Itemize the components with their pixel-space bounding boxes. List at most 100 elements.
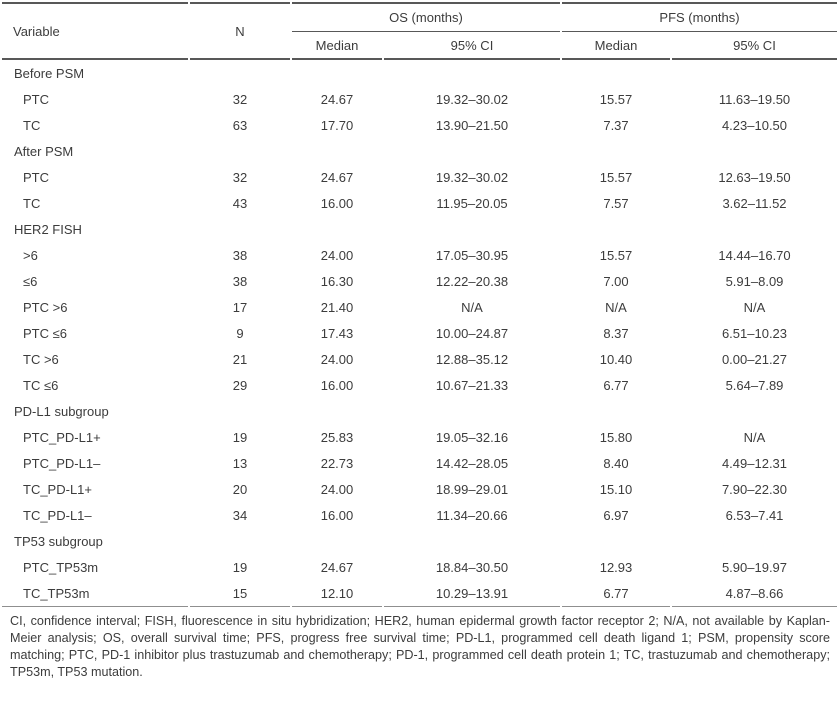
os-median-cell: 24.67	[320, 559, 354, 575]
column-header-os-ci: 95% CI	[384, 32, 560, 60]
variable-cell: PTC_PD-L1+	[23, 429, 101, 445]
pfs-ci-cell: 6.51–10.23	[721, 325, 788, 341]
variable-cell: PTC_TP53m	[23, 559, 99, 575]
column-header-n: N	[190, 2, 290, 60]
pfs-ci-cell: 6.53–7.41	[725, 507, 784, 523]
os-ci-cell: 10.00–24.87	[435, 325, 509, 341]
n-cell: 34	[232, 507, 248, 523]
variable-cell: PTC	[23, 91, 49, 107]
n-cell: 43	[232, 195, 248, 211]
os-median-cell: 24.00	[320, 247, 354, 263]
variable-cell: TC_PD-L1+	[23, 481, 92, 497]
pfs-median-cell: 15.57	[599, 169, 633, 185]
table-row: TC ≤6 29 16.00 10.67–21.33 6.77 5.64–7.89	[2, 372, 837, 398]
os-median-cell: 16.00	[320, 507, 354, 523]
section-label: After PSM	[14, 143, 74, 159]
table-body: Before PSM PTC 32 24.67 19.32–30.02 15.57 11.6…	[2, 60, 837, 607]
section-row: TP53 subgroup	[2, 528, 837, 554]
pfs-ci-cell: N/A	[743, 429, 766, 445]
os-median-cell: 16.30	[320, 273, 354, 289]
n-cell: 17	[232, 299, 248, 315]
variable-cell: TC >6	[23, 351, 59, 367]
n-cell: 20	[232, 481, 248, 497]
n-cell: 19	[232, 429, 248, 445]
n-cell: 21	[232, 351, 248, 367]
variable-cell: TC ≤6	[23, 377, 59, 393]
pfs-median-cell: N/A	[605, 299, 627, 315]
os-median-cell: 17.43	[320, 325, 354, 341]
n-cell: 38	[232, 247, 248, 263]
table-row: PTC_PD-L1+ 19 25.83 19.05–32.16 15.80 N/A	[2, 424, 837, 450]
section-row: Before PSM	[2, 60, 837, 86]
footnote: CI, confidence interval; FISH, fluoresce…	[10, 614, 830, 679]
os-ci-cell: 19.05–32.16	[435, 429, 509, 445]
table-row: >6 38 24.00 17.05–30.95 15.57 14.44–16.70	[2, 242, 837, 268]
pfs-median-cell: 10.40	[599, 351, 633, 367]
os-ci-cell: 11.34–20.66	[436, 507, 508, 523]
os-median-cell: 17.70	[320, 117, 354, 133]
variable-cell: PTC >6	[23, 299, 68, 315]
section-row: After PSM	[2, 138, 837, 164]
variable-cell: TC	[23, 195, 41, 211]
os-median-cell: 21.40	[320, 299, 354, 315]
variable-cell: TC_TP53m	[2, 580, 188, 607]
os-ci-cell: 18.84–30.50	[435, 559, 509, 575]
pfs-median-cell: 15.80	[599, 429, 633, 445]
section-row: HER2 FISH	[2, 216, 837, 242]
column-header-pfs-ci: 95% CI	[672, 32, 837, 60]
table-row: TC 43 16.00 11.95–20.05 7.57 3.62–11.52	[2, 190, 837, 216]
table-row: TC >6 21 24.00 12.88–35.12 10.40 0.00–21.27	[2, 346, 837, 372]
pfs-ci-cell: 5.90–19.97	[721, 559, 788, 575]
table-row: PTC_TP53m 19 24.67 18.84–30.50 12.93 5.90–19.…	[2, 554, 837, 580]
pfs-ci-cell: 11.63–19.50	[718, 91, 791, 107]
variable-cell: PTC ≤6	[23, 325, 67, 341]
table-row: PTC_PD-L1– 13 22.73 14.42–28.05 8.40 4.49–12.…	[2, 450, 837, 476]
variable-cell: PTC_PD-L1–	[23, 455, 101, 471]
table-row: PTC ≤6 9 17.43 10.00–24.87 8.37 6.51–10.23	[2, 320, 837, 346]
os-median-cell: 25.83	[320, 429, 354, 445]
pfs-median-cell: 7.00	[603, 273, 629, 289]
table-row: TC_PD-L1– 34 16.00 11.34–20.66 6.97 6.53–7.41	[2, 502, 837, 528]
pfs-median-cell: 15.10	[599, 481, 633, 497]
pfs-ci-cell: 4.23–10.50	[721, 117, 788, 133]
table-row: TC_TP53m 15 12.10 10.29–13.91 6.77 4.87–8.66	[2, 580, 837, 607]
os-ci-cell: 18.99–29.01	[435, 481, 509, 497]
os-median-cell: 22.73	[320, 455, 354, 471]
pfs-median-cell: 15.57	[599, 91, 633, 107]
pfs-median-cell: 6.97	[603, 507, 629, 523]
os-ci-cell: 13.90–21.50	[435, 117, 509, 133]
table-row: PTC 32 24.67 19.32–30.02 15.57 11.63–19.50	[2, 86, 837, 112]
table-header: Variable N OS (months) PFS (months) Medi…	[2, 2, 837, 60]
table-row: TC 63 17.70 13.90–21.50 7.37 4.23–10.50	[2, 112, 837, 138]
n-cell: 32	[232, 169, 248, 185]
os-median-cell: 24.67	[320, 169, 354, 185]
pfs-median-cell: 6.77	[603, 377, 629, 393]
variable-cell: TC	[23, 117, 41, 133]
os-ci-cell: 12.22–20.38	[435, 273, 509, 289]
os-ci-cell: 10.29–13.91	[384, 580, 560, 607]
table-row: ≤6 38 16.30 12.22–20.38 7.00 5.91–8.09	[2, 268, 837, 294]
os-ci-cell: 14.42–28.05	[435, 455, 509, 471]
section-label: PD-L1 subgroup	[14, 403, 109, 419]
section-row: PD-L1 subgroup	[2, 398, 837, 424]
variable-cell: >6	[23, 247, 38, 263]
pfs-median-cell: 6.77	[562, 580, 670, 607]
os-median-cell: 16.00	[320, 377, 354, 393]
pfs-ci-cell: N/A	[743, 299, 766, 315]
n-cell: 13	[232, 455, 248, 471]
column-header-variable: Variable	[2, 2, 188, 60]
survival-table: Variable N OS (months) PFS (months) Medi…	[0, 2, 839, 607]
os-ci-cell: 11.95–20.05	[436, 195, 508, 211]
pfs-median-cell: 8.37	[603, 325, 629, 341]
pfs-ci-cell: 12.63–19.50	[718, 169, 791, 185]
pfs-ci-cell: 5.64–7.89	[725, 377, 784, 393]
os-ci-cell: 19.32–30.02	[435, 91, 509, 107]
column-header-pfs-median: Median	[562, 32, 670, 60]
n-cell: 29	[232, 377, 248, 393]
header-row-groups: Variable N OS (months) PFS (months)	[2, 2, 837, 60]
section-label: HER2 FISH	[14, 221, 82, 237]
section-label: Before PSM	[14, 65, 85, 81]
os-ci-cell: 12.88–35.12	[435, 351, 509, 367]
os-median-cell: 16.00	[320, 195, 354, 211]
